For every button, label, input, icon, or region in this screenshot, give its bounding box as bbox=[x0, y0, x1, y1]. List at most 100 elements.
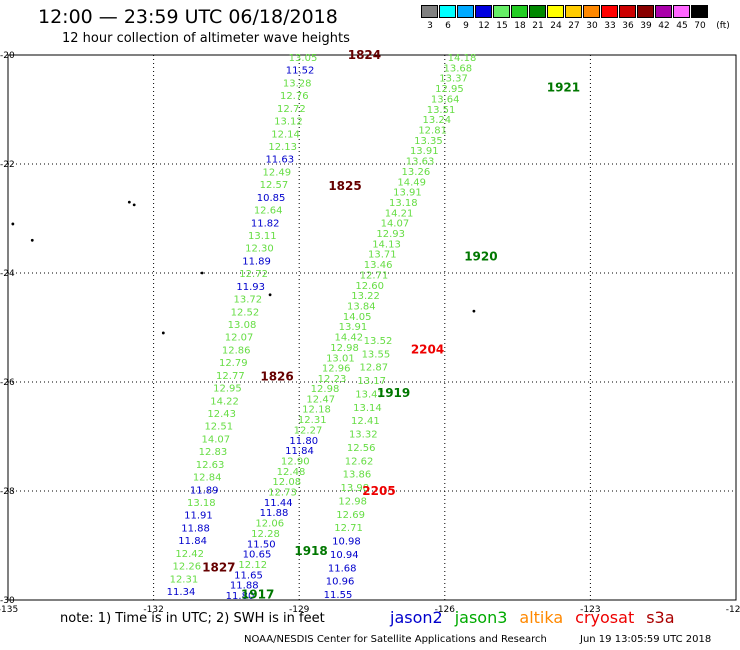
swh-value-track-b: 11.65 bbox=[234, 570, 263, 581]
swh-value-track-b: 12.31 bbox=[298, 415, 327, 426]
swh-value-track-c: 13.63 bbox=[406, 157, 435, 168]
swh-value-track-a: 12.63 bbox=[196, 460, 225, 471]
color-scale-bar bbox=[421, 5, 709, 18]
lat-tick-label: -20 bbox=[0, 51, 15, 61]
scale-label: 12 bbox=[478, 21, 490, 31]
swh-value-track-d: 12.69 bbox=[336, 510, 365, 521]
swh-value-track-d: 10.98 bbox=[332, 537, 361, 548]
swh-value-track-b: 11.50 bbox=[247, 539, 276, 550]
scale-label: 27 bbox=[568, 21, 580, 31]
scale-label: 9 bbox=[463, 21, 469, 31]
swh-value-track-a: 11.89 bbox=[190, 485, 219, 496]
swh-value-track-c: 14.42 bbox=[334, 333, 363, 344]
swh-value-track-b: 11.80 bbox=[289, 436, 318, 447]
swh-value-track-a: 12.72 bbox=[277, 104, 306, 115]
pass-time-label: 1825 bbox=[328, 179, 361, 193]
swh-value-track-d: 11.68 bbox=[328, 563, 357, 574]
scale-swatch bbox=[637, 5, 654, 18]
swh-value-track-a: 12.51 bbox=[204, 422, 233, 433]
scale-label: 3 bbox=[427, 21, 433, 31]
swh-value-track-d: 13.32 bbox=[349, 430, 378, 441]
swh-value-track-a: 12.86 bbox=[222, 345, 251, 356]
note-text: note: 1) Time is in UTC; 2) SWH is in fe… bbox=[60, 611, 325, 626]
swh-value-track-a: 12.72 bbox=[239, 269, 268, 280]
swh-value-track-a: 12.57 bbox=[260, 180, 289, 191]
swh-value-track-c: 12.60 bbox=[355, 281, 384, 292]
scale-swatch bbox=[493, 5, 510, 18]
swh-value-track-d: 12.56 bbox=[347, 443, 376, 454]
scale-swatch bbox=[619, 5, 636, 18]
swh-value-track-c: 14.49 bbox=[397, 177, 426, 188]
swh-value-track-a: 12.31 bbox=[170, 574, 199, 585]
swh-value-track-c: 13.91 bbox=[339, 322, 368, 333]
pass-time-label: 1826 bbox=[260, 370, 293, 384]
footer-credit: NOAA/NESDIS Center for Satellite Applica… bbox=[244, 634, 547, 645]
swh-value-track-c: 13.01 bbox=[326, 353, 355, 364]
swh-value-track-a: 12.07 bbox=[225, 333, 254, 344]
swh-value-track-a: 12.83 bbox=[199, 447, 228, 458]
pass-time-label: 1919 bbox=[377, 386, 410, 400]
pass-time-label: 2205 bbox=[362, 484, 395, 498]
satellite-jason2: jason2 bbox=[390, 608, 443, 627]
swh-value-track-b: 12.73 bbox=[268, 488, 297, 499]
swh-value-track-c: 12.95 bbox=[435, 84, 464, 95]
scale-swatch bbox=[511, 5, 528, 18]
swh-value-track-a: 12.30 bbox=[245, 244, 274, 255]
lat-tick-label: -24 bbox=[0, 269, 15, 279]
swh-value-track-a: 11.63 bbox=[265, 155, 294, 166]
pass-time-label: 1918 bbox=[294, 544, 327, 558]
swh-value-track-c: 12.71 bbox=[360, 270, 389, 281]
swh-value-track-a: 13.05 bbox=[289, 53, 318, 64]
swh-value-track-c: 14.07 bbox=[381, 219, 410, 230]
swh-value-track-b: 12.47 bbox=[306, 394, 335, 405]
swh-value-track-d: 13.17 bbox=[357, 376, 386, 387]
swh-value-track-b: 11.84 bbox=[285, 446, 314, 457]
swh-value-track-c: 14.13 bbox=[372, 239, 401, 250]
pass-time-label: 1824 bbox=[348, 48, 381, 62]
swh-value-track-a: 12.14 bbox=[271, 129, 300, 140]
swh-value-track-d: 13.52 bbox=[364, 336, 393, 347]
swh-value-track-c: 13.35 bbox=[414, 136, 443, 147]
swh-value-track-b: 12.08 bbox=[272, 477, 301, 488]
island-speck bbox=[161, 331, 165, 335]
scale-swatch bbox=[421, 5, 438, 18]
swh-value-track-b: 12.28 bbox=[251, 529, 280, 540]
satellite-altika: altika bbox=[519, 608, 564, 627]
swh-value-track-c: 13.91 bbox=[393, 188, 422, 199]
swh-value-track-a: 12.64 bbox=[254, 206, 283, 217]
swh-value-track-c: 12.23 bbox=[318, 374, 347, 385]
scale-label: 6 bbox=[445, 21, 451, 31]
swh-value-track-a: 13.72 bbox=[233, 295, 262, 306]
swh-value-track-d: 12.41 bbox=[351, 416, 380, 427]
swh-value-track-c: 13.64 bbox=[431, 94, 460, 105]
swh-value-track-c: 13.91 bbox=[410, 146, 439, 157]
swh-value-track-c: 13.68 bbox=[443, 63, 472, 74]
lat-tick-label: -30 bbox=[0, 596, 15, 606]
swh-value-track-c: 13.26 bbox=[402, 167, 431, 178]
island-speck bbox=[127, 200, 131, 204]
swh-value-track-c: 13.46 bbox=[364, 260, 393, 271]
swh-value-track-c: 14.21 bbox=[385, 208, 414, 219]
swh-value-track-a: 13.28 bbox=[283, 78, 312, 89]
swh-value-track-d: 13.14 bbox=[353, 403, 382, 414]
swh-value-track-a: 10.85 bbox=[257, 193, 286, 204]
swh-value-track-b: 12.06 bbox=[255, 519, 284, 530]
swh-value-track-b: 12.12 bbox=[238, 560, 267, 571]
scale-label: 33 bbox=[604, 21, 616, 31]
swh-value-track-c: 12.93 bbox=[376, 229, 405, 240]
scale-label: 15 bbox=[496, 21, 508, 31]
lat-tick-label: -22 bbox=[0, 160, 15, 170]
scale-swatch bbox=[565, 5, 582, 18]
swh-value-track-b: 11.44 bbox=[264, 498, 293, 509]
swh-value-track-c: 14.18 bbox=[448, 53, 477, 64]
scale-label: 30 bbox=[586, 21, 598, 31]
swh-value-track-a: 12.49 bbox=[263, 167, 292, 178]
color-scale-labels: 3 6 9 12 15 18 21 24 27 30 33 36 39 42 45 70 (ft) bbox=[421, 21, 740, 35]
swh-value-track-a: 12.77 bbox=[216, 371, 245, 382]
swh-value-track-c: 13.71 bbox=[368, 250, 397, 261]
island-speck bbox=[132, 203, 136, 207]
footer-timestamp: Jun 19 13:05:59 UTC 2018 bbox=[580, 634, 712, 645]
pass-time-label: 1827 bbox=[202, 560, 235, 574]
pass-time-label: 1921 bbox=[547, 81, 580, 95]
